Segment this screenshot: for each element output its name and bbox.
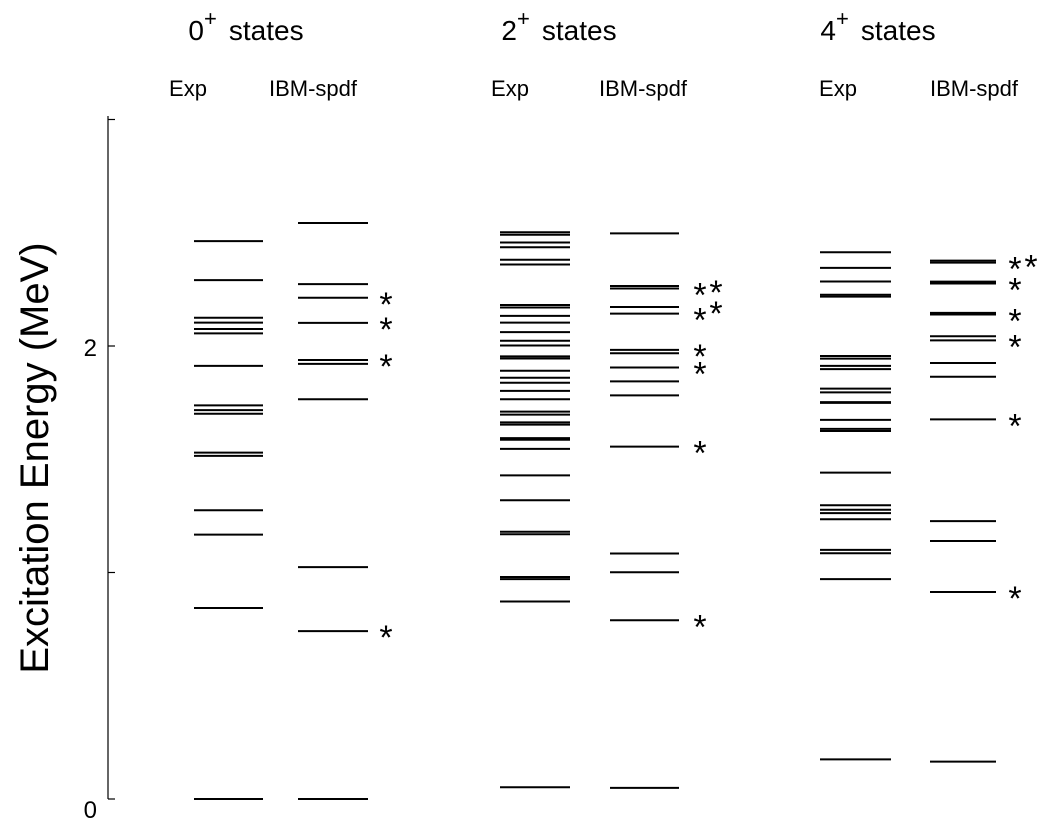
calculated-level-star-marker: * — [379, 348, 392, 386]
calculated-level-star-marker: * — [693, 356, 706, 394]
calculated-level-star-marker: * — [1024, 249, 1037, 287]
calculated-level-star-marker: * — [1008, 580, 1021, 618]
calculated-level-star-marker: * — [709, 295, 722, 333]
calculated-level-star-marker: * — [379, 311, 392, 349]
group-title-number: 0 — [188, 15, 204, 46]
calculated-level-star-marker: * — [709, 274, 722, 312]
group-title: 4+ states — [820, 6, 935, 46]
calculated-level-star-marker: * — [693, 608, 706, 646]
column-label-ibm: IBM-spdf — [930, 76, 1019, 101]
calculated-level-star-marker: * — [693, 276, 706, 314]
y-tick-label: 0 — [84, 797, 97, 824]
calculated-level-star-marker: * — [693, 435, 706, 473]
calculated-level-star-marker: * — [693, 302, 706, 340]
group-title-number: 2 — [501, 15, 517, 46]
y-axis-label: Excitation Energy (MeV) — [13, 242, 57, 673]
y-tick-label: 2 — [84, 335, 97, 362]
column-label-exp: Exp — [819, 76, 857, 101]
calculated-level-star-marker: * — [1008, 303, 1021, 341]
calculated-level-star-marker: * — [1008, 328, 1021, 366]
group-title: 0+ states — [188, 6, 303, 46]
calculated-level-star-marker: * — [1008, 251, 1021, 289]
calculated-level-star-marker: * — [379, 619, 392, 657]
group-title-sup: + — [204, 6, 217, 31]
group-title-suffix: states — [861, 15, 936, 46]
calculated-level-star-marker: * — [1008, 271, 1021, 309]
column-label-ibm: IBM-spdf — [269, 76, 358, 101]
group-title-suffix: states — [542, 15, 617, 46]
calculated-level-star-marker: * — [379, 286, 392, 324]
group-title-number: 4 — [820, 15, 836, 46]
column-label-exp: Exp — [491, 76, 529, 101]
group-title-suffix: states — [229, 15, 304, 46]
group-title-sup: + — [517, 6, 530, 31]
calculated-level-star-marker: * — [693, 338, 706, 376]
column-label-exp: Exp — [169, 76, 207, 101]
group-title-sup: + — [836, 6, 849, 31]
group-title: 2+ states — [501, 6, 616, 46]
calculated-level-star-marker: * — [1008, 407, 1021, 445]
column-label-ibm: IBM-spdf — [599, 76, 688, 101]
y-ticks: 02 — [84, 118, 115, 824]
